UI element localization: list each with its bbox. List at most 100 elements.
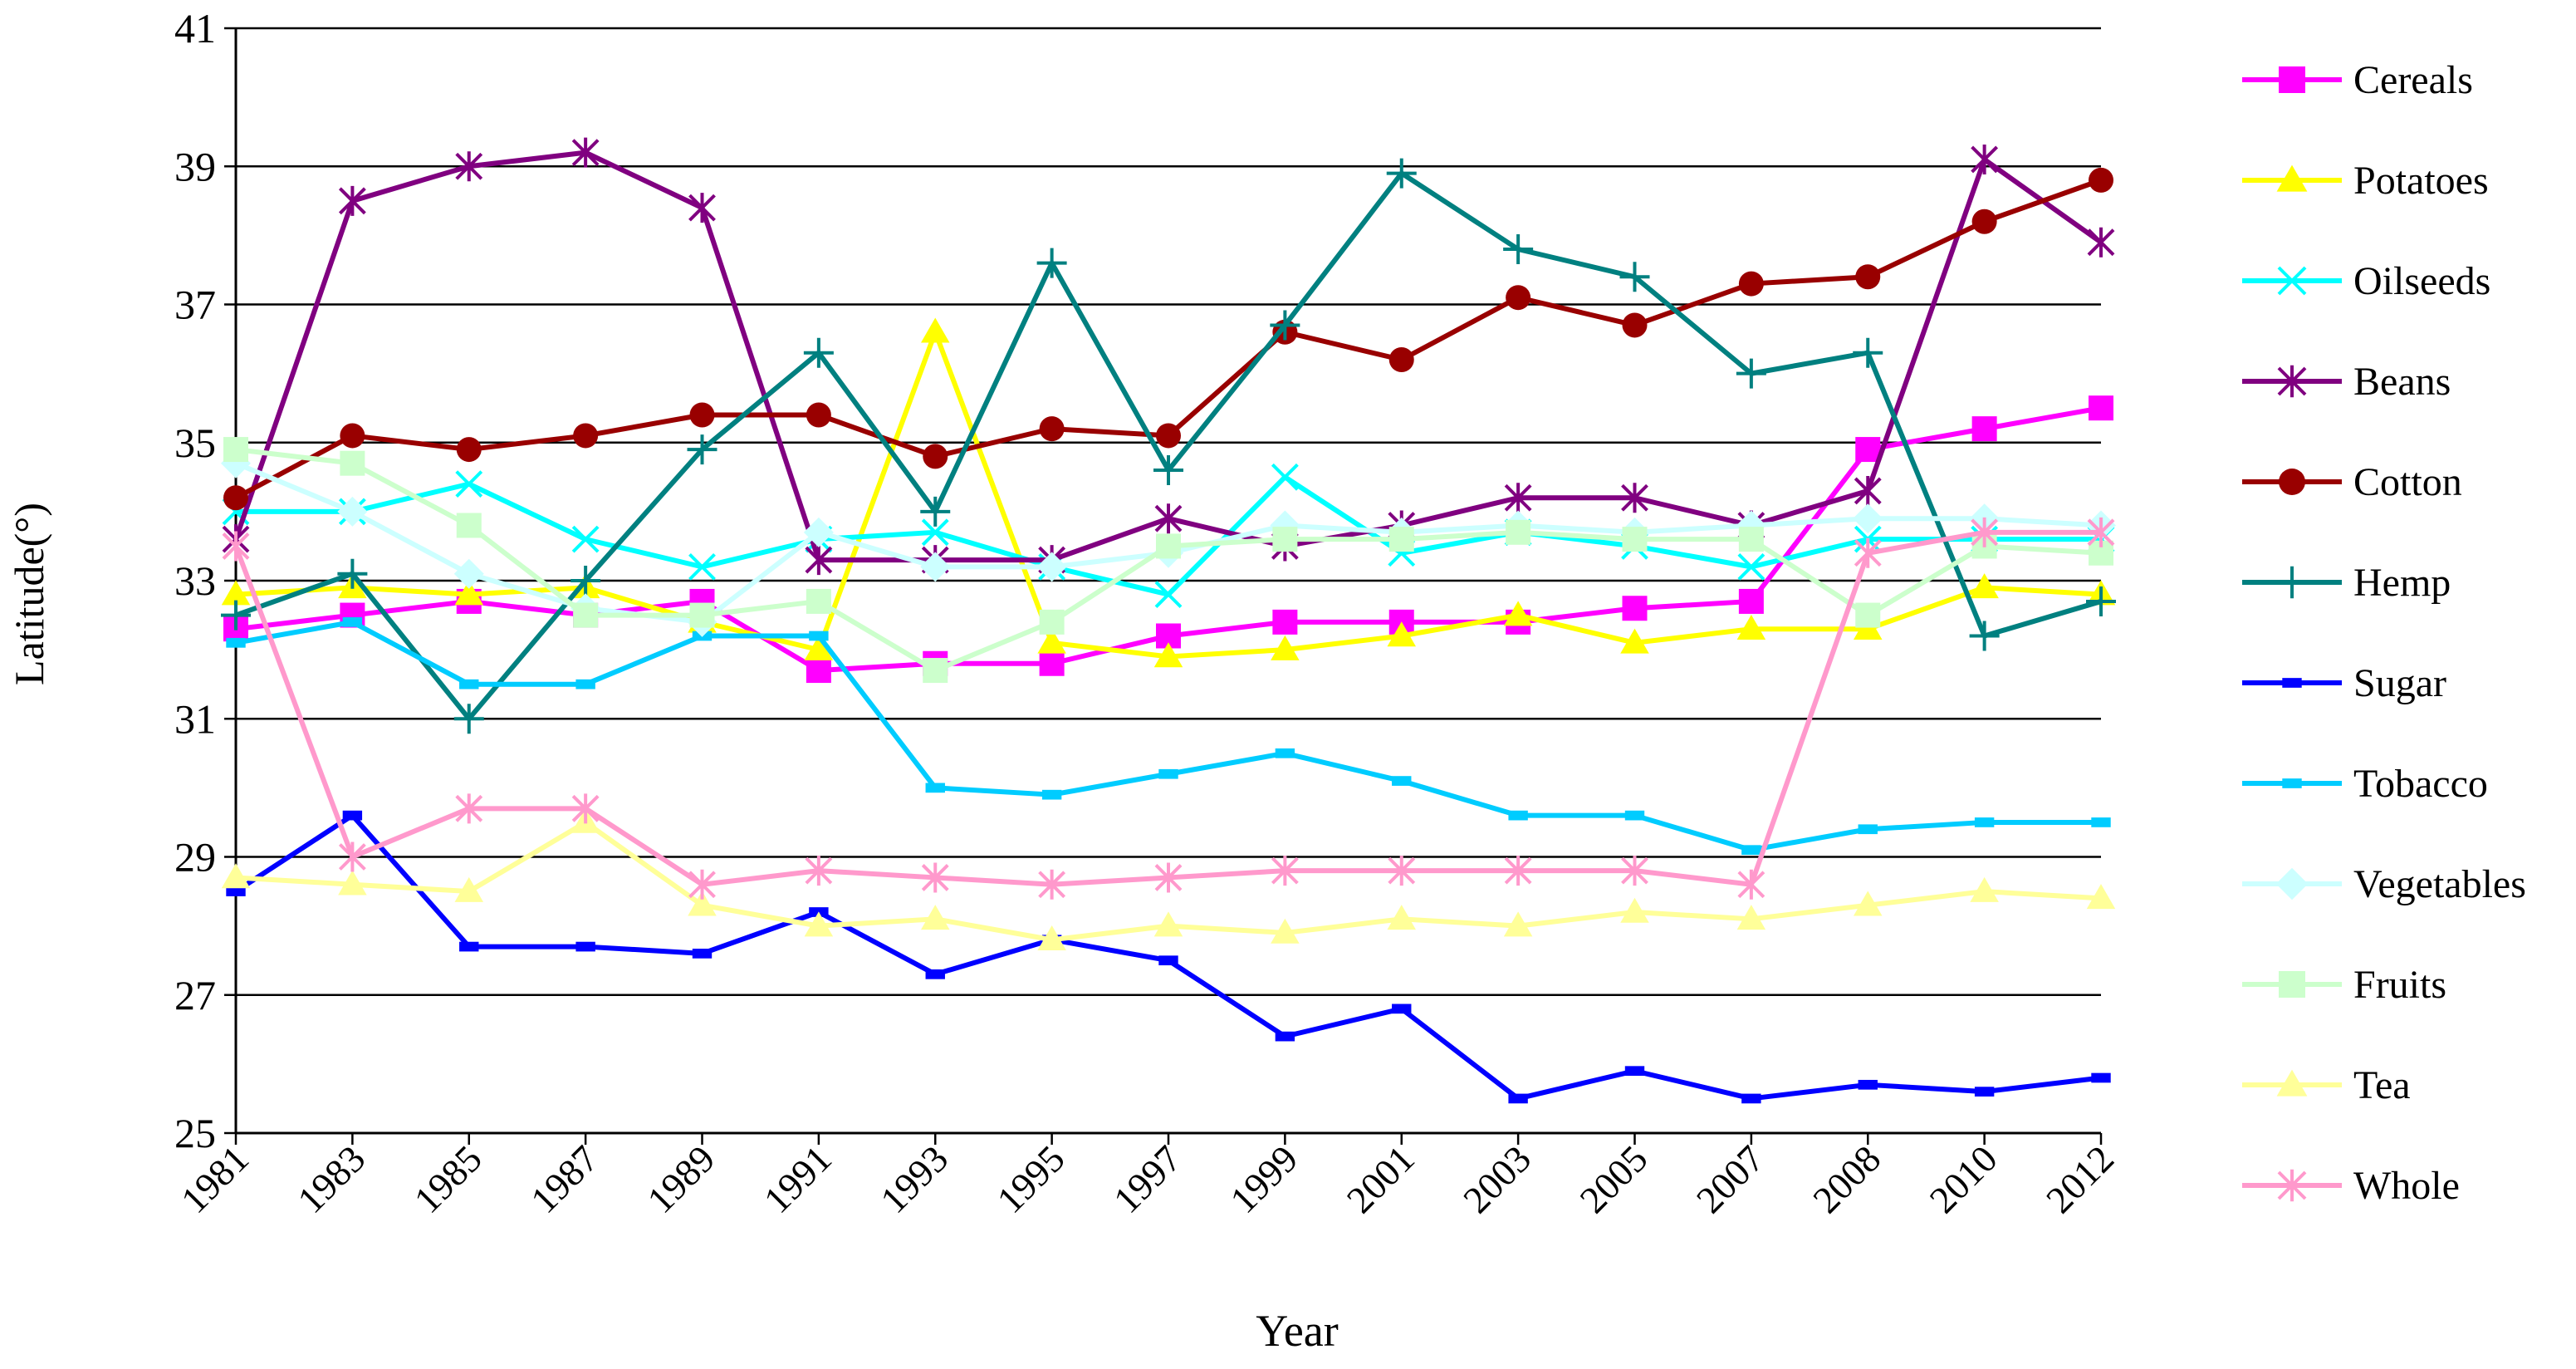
y-tick-label: 29: [174, 834, 216, 881]
data-point: [1854, 537, 1882, 568]
y-tick-label: 37: [174, 282, 216, 328]
data-point: [1738, 271, 1764, 297]
data-point: [1971, 517, 1999, 547]
data-point: [1971, 209, 1997, 234]
data-point: [1738, 527, 1764, 552]
legend-label: Oilseeds: [2353, 259, 2490, 303]
data-point: [1503, 234, 1534, 264]
data-point: [573, 423, 599, 449]
legend-item-cotton: Cotton: [2242, 460, 2462, 504]
data-point: [1388, 856, 1416, 886]
data-point: [2282, 678, 2302, 688]
data-point: [1854, 475, 1882, 506]
data-point: [338, 870, 367, 895]
data-point: [921, 317, 950, 343]
data-point: [340, 423, 365, 449]
data-point: [2276, 1069, 2308, 1097]
data-point: [2087, 227, 2115, 258]
data-point: [1037, 925, 1066, 950]
data-point: [1622, 527, 1648, 552]
data-point: [1508, 1093, 1528, 1104]
series-oilseeds: [222, 463, 2115, 609]
data-point: [2276, 164, 2308, 192]
data-point: [342, 617, 363, 627]
data-point: [1736, 614, 1766, 640]
data-point: [921, 518, 949, 547]
legend-item-fruits: Fruits: [2242, 963, 2446, 1007]
series-cotton: [223, 167, 2113, 511]
data-point: [1624, 1066, 1645, 1077]
data-point: [1039, 416, 1065, 442]
data-point: [338, 842, 366, 872]
data-point: [1974, 1087, 1995, 1097]
data-point: [2279, 66, 2305, 93]
data-point: [920, 496, 951, 527]
data-point: [1855, 264, 1881, 290]
data-point: [1272, 527, 1298, 552]
data-point: [2091, 1072, 2111, 1083]
series-sugar: [226, 810, 2111, 1104]
data-point: [1271, 463, 1299, 491]
data-point: [1271, 635, 1300, 660]
data-point: [1970, 573, 1999, 599]
data-point: [221, 600, 251, 631]
data-point: [2275, 867, 2309, 900]
data-point: [223, 437, 248, 463]
data-point: [1741, 845, 1761, 856]
data-point: [455, 151, 483, 182]
data-point: [1037, 628, 1066, 654]
data-point: [222, 531, 250, 562]
data-point: [1156, 423, 1181, 449]
data-point: [1388, 527, 1414, 552]
data-point: [805, 856, 833, 886]
legend-label: Tea: [2353, 1063, 2411, 1107]
y-tick-label: 35: [174, 420, 216, 466]
legend-label: Vegetables: [2353, 862, 2526, 906]
data-point: [337, 496, 368, 527]
data-point: [223, 485, 248, 511]
data-point: [1508, 810, 1528, 821]
data-point: [1855, 437, 1881, 463]
data-point: [1386, 158, 1417, 189]
data-point: [337, 558, 368, 589]
data-point: [806, 588, 831, 614]
y-tick-label: 33: [174, 557, 216, 604]
data-point: [809, 631, 829, 641]
data-point: [455, 793, 483, 824]
legend-label: Cereals: [2353, 58, 2473, 102]
data-point: [804, 911, 834, 937]
data-point: [803, 517, 834, 547]
series-fruits: [223, 437, 2113, 684]
data-point: [1153, 911, 1183, 937]
legend-item-beans: Beans: [2242, 360, 2451, 404]
data-point: [687, 434, 717, 465]
data-point: [806, 402, 831, 428]
data-point: [2279, 971, 2305, 998]
legend-item-whole: Whole: [2242, 1164, 2460, 1208]
data-point: [1971, 416, 1997, 442]
data-point: [2086, 586, 2116, 616]
data-point: [1858, 824, 1878, 835]
gridlines: [236, 27, 2101, 996]
data-point: [1621, 483, 1648, 513]
y-tick-label: 31: [174, 695, 216, 742]
data-point: [456, 513, 482, 538]
data-point: [1039, 609, 1065, 635]
legend: Cereals Potatoes Oilseeds Beans Cotton Hemp Su…: [2242, 58, 2526, 1208]
legend-label: Fruits: [2353, 963, 2446, 1007]
data-point: [1971, 144, 1999, 174]
data-point: [688, 552, 716, 581]
data-point: [1156, 533, 1181, 559]
series-tobacco: [226, 617, 2111, 856]
data-point: [688, 891, 717, 916]
data-point: [221, 863, 251, 889]
data-point: [1853, 337, 1883, 368]
data-point: [1392, 776, 1412, 786]
data-point: [689, 402, 715, 428]
data-point: [2277, 266, 2307, 296]
data-point: [226, 886, 246, 896]
data-point: [1387, 621, 1416, 647]
legend-item-tobacco: Tobacco: [2242, 762, 2488, 806]
data-point: [925, 783, 945, 793]
data-point: [1036, 248, 1067, 278]
